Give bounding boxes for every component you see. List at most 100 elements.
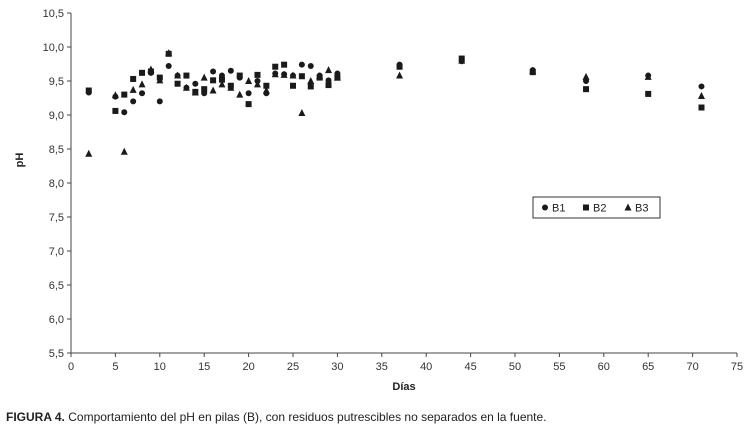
point-b3 (307, 77, 315, 84)
point-b2 (218, 76, 225, 83)
caption-label: FIGURA 4. (6, 410, 65, 424)
point-b3 (298, 108, 306, 116)
point-b3 (697, 91, 705, 99)
legend-label-b2: B2 (593, 203, 606, 215)
point-b2 (201, 86, 208, 93)
legend-marker-b3 (624, 203, 632, 211)
y-tick-label: 5,5 (49, 348, 64, 360)
legend-box (532, 196, 661, 219)
point-b2 (396, 63, 403, 70)
point-b3 (271, 70, 279, 78)
point-b3 (120, 147, 128, 155)
point-b3 (289, 71, 297, 79)
point-b2 (325, 82, 332, 89)
y-tick-label: 8,5 (49, 144, 64, 156)
x-tick-label: 25 (287, 361, 299, 373)
x-tick-label: 60 (598, 361, 610, 373)
point-b3 (191, 88, 199, 96)
x-tick-label: 50 (509, 361, 521, 373)
point-b3 (85, 149, 93, 157)
point-b2 (183, 72, 190, 79)
y-tick-label: 10,5 (43, 8, 64, 20)
point-b2 (85, 87, 92, 94)
x-axis-title: Días (392, 381, 415, 393)
point-b3 (458, 56, 466, 64)
x-tick-label: 15 (198, 361, 210, 373)
point-b2 (272, 63, 279, 70)
caption-text: Comportamiento del pH en pilas (B), con … (64, 410, 547, 424)
legend-marker-b1 (542, 204, 548, 211)
point-b3 (280, 70, 288, 78)
y-tick-label: 9,5 (49, 76, 64, 88)
point-b3 (200, 73, 208, 81)
y-tick-label: 9,0 (49, 110, 64, 122)
point-b1 (192, 80, 199, 87)
point-b1 (245, 90, 252, 97)
chart-ticks: 5,5 6,0 6,5 7,0 7,5 8,0 8,5 9,0 9,5 10,0 10,5 0 5 10 1… (43, 8, 744, 373)
point-b3 (325, 66, 333, 74)
point-b2 (112, 107, 119, 114)
point-b2 (645, 90, 652, 97)
x-tick-label: 5 (112, 361, 118, 373)
point-b2 (583, 86, 590, 93)
point-b3 (236, 90, 244, 98)
x-tick-label: 20 (242, 361, 254, 373)
x-tick-label: 65 (642, 361, 654, 373)
point-b3 (245, 77, 253, 84)
point-b3 (644, 72, 652, 80)
point-b1 (130, 98, 137, 105)
point-b1 (210, 68, 217, 75)
point-b2 (210, 77, 217, 84)
point-b3 (182, 83, 190, 91)
point-b2 (698, 104, 705, 111)
point-b1 (227, 67, 234, 74)
point-b2 (130, 75, 137, 82)
point-b1 (156, 98, 163, 105)
point-b2 (281, 61, 288, 68)
point-b3 (262, 86, 270, 94)
point-b2 (307, 83, 314, 90)
figure-caption: FIGURA 4. Comportamiento del pH en pilas… (6, 410, 547, 424)
x-tick-label: 0 (68, 361, 74, 373)
point-b2 (245, 101, 252, 108)
point-b3 (147, 65, 155, 73)
point-b1 (298, 61, 305, 68)
x-tick-label: 45 (464, 361, 476, 373)
point-b3 (227, 83, 235, 91)
point-b3 (165, 49, 173, 57)
point-b2 (236, 72, 243, 79)
y-tick-label: 6,0 (49, 314, 64, 326)
point-b3 (129, 85, 137, 93)
point-b2 (139, 69, 146, 76)
point-b3 (253, 80, 261, 88)
point-b3 (396, 71, 404, 79)
legend-label-b3: B3 (635, 203, 648, 215)
point-b2 (298, 73, 305, 80)
point-b3 (316, 72, 324, 80)
point-b3 (582, 72, 590, 80)
point-b2 (254, 71, 261, 78)
series-b2 (85, 50, 705, 114)
point-b2 (263, 82, 270, 89)
point-b1 (165, 63, 172, 70)
x-tick-label: 40 (420, 361, 432, 373)
point-b3 (174, 71, 182, 79)
point-b3 (218, 80, 226, 88)
x-tick-label: 55 (553, 361, 565, 373)
y-tick-label: 8,0 (49, 178, 64, 190)
point-b3 (111, 91, 119, 99)
point-b2 (174, 80, 181, 87)
series-b1 (85, 58, 705, 116)
point-b3 (156, 76, 164, 84)
point-b3 (138, 80, 146, 88)
legend: B1 B2 B3 (532, 196, 661, 219)
point-b1 (325, 77, 332, 84)
point-b1 (121, 109, 128, 116)
y-axis-title: pH (14, 153, 26, 168)
x-tick-label: 75 (731, 361, 743, 373)
y-tick-label: 7,5 (49, 212, 64, 224)
point-b2 (290, 82, 296, 89)
point-b2 (121, 91, 128, 98)
y-tick-label: 10,0 (43, 42, 64, 54)
